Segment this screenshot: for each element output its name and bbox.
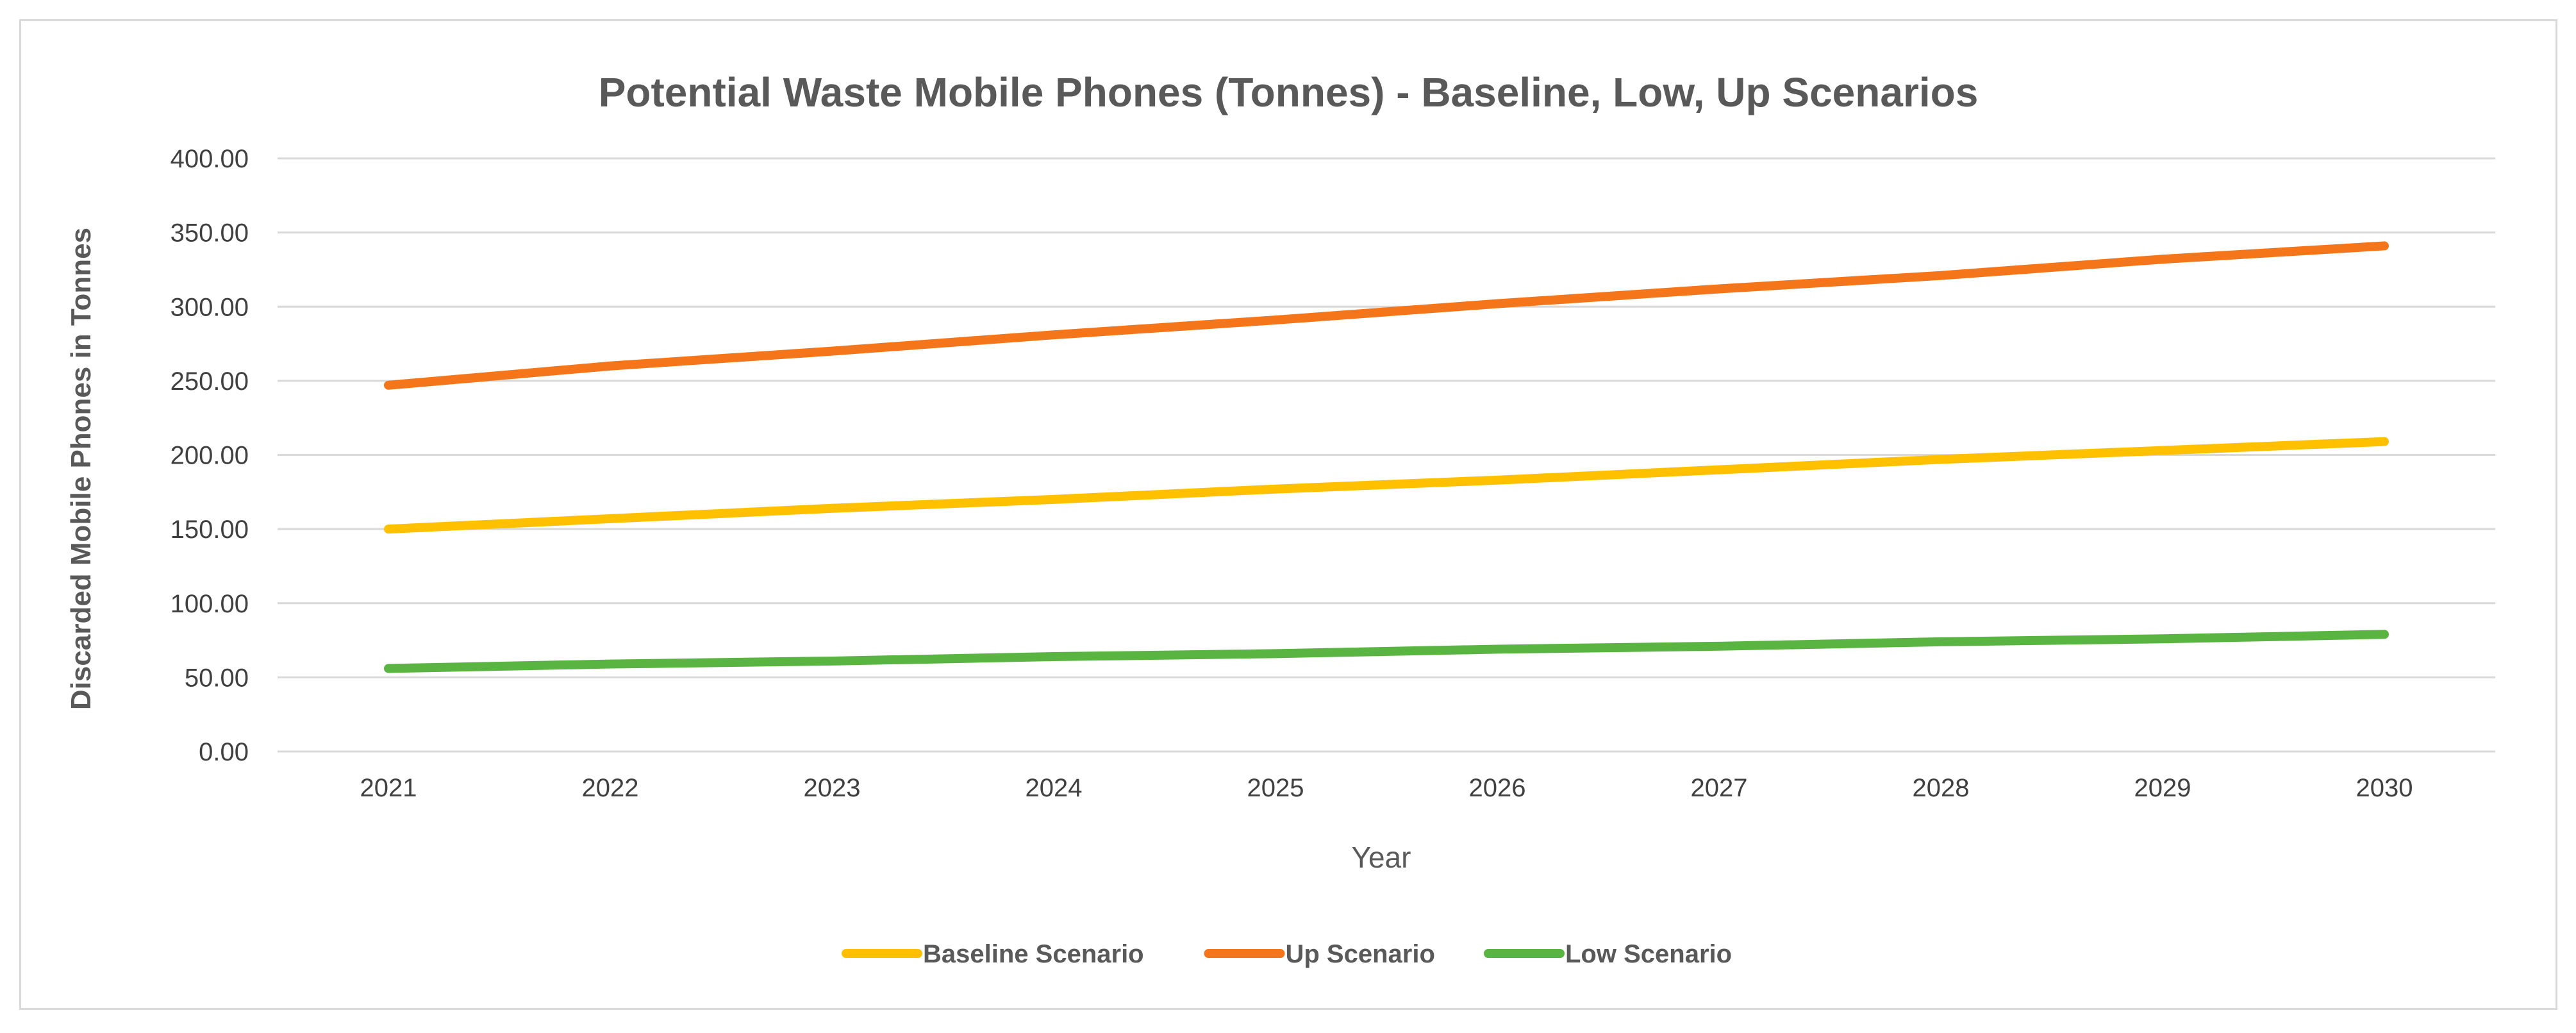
x-tick-label: 2028 <box>1913 774 1970 802</box>
x-tick-label: 2027 <box>1691 774 1748 802</box>
y-tick-label: 250.00 <box>170 367 249 396</box>
y-tick-label: 150.00 <box>170 516 249 544</box>
series-lines <box>384 241 2389 673</box>
x-tick-label: 2023 <box>804 774 861 802</box>
chart-frame: Potential Waste Mobile Phones (Tonnes) -… <box>19 19 2557 1010</box>
legend-label: Low Scenario <box>1565 940 1732 968</box>
y-tick-label: 350.00 <box>170 219 249 248</box>
line-chart: Potential Waste Mobile Phones (Tonnes) -… <box>65 69 2495 968</box>
series-line-up-scenario <box>384 241 2389 390</box>
y-tick-label: 200.00 <box>170 442 249 470</box>
y-axis-title: Discarded Mobile Phones in Tonnes <box>65 228 97 710</box>
x-tick-label: 2030 <box>2356 774 2413 802</box>
y-tick-label: 0.00 <box>199 738 249 766</box>
legend-label: Baseline Scenario <box>923 940 1144 968</box>
series-line-low-scenario <box>384 630 2389 673</box>
y-axis-tick-labels: 0.00 50.00 100.00 150.00 200.00 250.00 300.00 3… <box>170 145 249 766</box>
y-tick-label: 100.00 <box>170 590 249 618</box>
y-tick-label: 50.00 <box>185 664 249 692</box>
x-tick-label: 2024 <box>1026 774 1083 802</box>
y-tick-label: 400.00 <box>170 145 249 173</box>
legend: Baseline Scenario Up Scenario Low Scenario <box>842 940 1732 968</box>
legend-item-low-scenario: Low Scenario <box>1484 940 1732 968</box>
chart-title: Potential Waste Mobile Phones (Tonnes) -… <box>599 69 1979 115</box>
series-line-baseline-scenario <box>384 437 2389 534</box>
gridlines <box>278 157 2495 753</box>
y-tick-label: 300.00 <box>170 293 249 321</box>
legend-item-baseline-scenario: Baseline Scenario <box>842 940 1144 968</box>
x-tick-label: 2029 <box>2134 774 2191 802</box>
x-tick-label: 2022 <box>582 774 639 802</box>
x-tick-label: 2025 <box>1247 774 1304 802</box>
x-tick-label: 2021 <box>360 774 417 802</box>
x-tick-label: 2026 <box>1469 774 1526 802</box>
legend-item-up-scenario: Up Scenario <box>1204 940 1435 968</box>
x-axis-tick-labels: 2021 2022 2023 2024 2025 2026 2027 2028 2029 2030 <box>360 774 2413 802</box>
x-axis-title: Year <box>1352 841 1411 874</box>
legend-label: Up Scenario <box>1286 940 1435 968</box>
